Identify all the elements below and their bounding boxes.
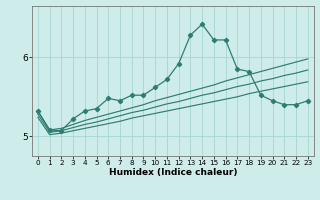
X-axis label: Humidex (Indice chaleur): Humidex (Indice chaleur) xyxy=(108,168,237,177)
